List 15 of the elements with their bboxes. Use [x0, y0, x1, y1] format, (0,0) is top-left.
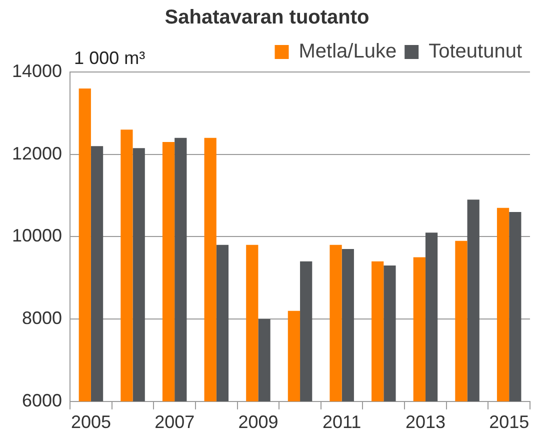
y-tick-label: 6000 — [22, 390, 62, 410]
chart-title: Sahatavaran tuotanto — [164, 6, 370, 29]
x-tick-label: 2007 — [154, 412, 195, 432]
y-tick-label: 12000 — [12, 143, 62, 164]
x-tick-label: 2013 — [405, 412, 446, 432]
x-tick-label: 2015 — [489, 412, 530, 432]
x-tick-label: 2011 — [322, 412, 362, 432]
y-axis-title: 1 000 m³ — [74, 48, 146, 68]
x-tick-label: 2005 — [70, 412, 111, 432]
x-tick-label: 2009 — [238, 412, 278, 432]
y-tick-label: 14000 — [12, 60, 62, 81]
y-tick-label: 10000 — [12, 226, 62, 246]
legend-label: Toteutunut — [428, 40, 522, 63]
legend-label: Metla/Luke — [298, 40, 397, 63]
y-tick-label: 8000 — [22, 308, 62, 328]
